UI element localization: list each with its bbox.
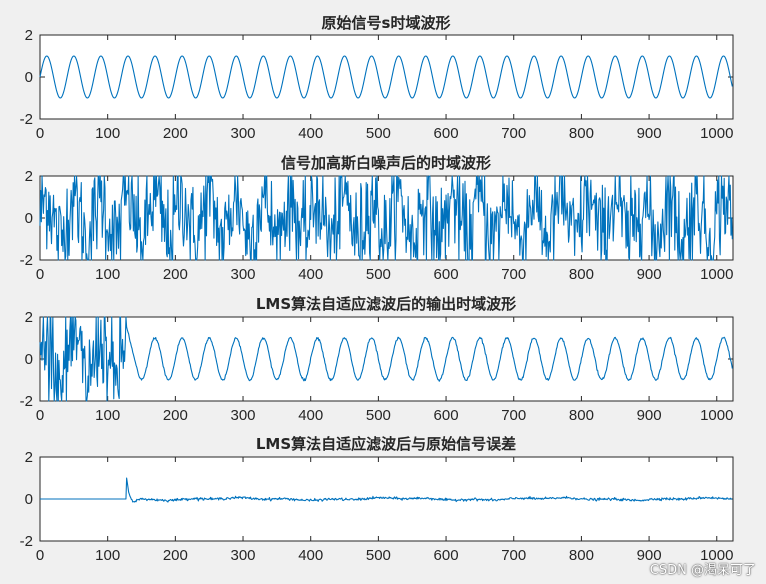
subplot-4: LMS算法自适应滤波后与原始信号误差 0 100 200 300 400 500 600 70… xyxy=(20,435,734,564)
subplot-2: 信号加高斯白噪声后的时域波形 0 100 200 300 400 500 600 700 800… xyxy=(20,154,734,283)
x-tick-label: 200 xyxy=(163,266,188,283)
y-tick-label: 0 xyxy=(25,210,33,227)
x-tick-label: 200 xyxy=(163,547,188,564)
y-tick-label: 2 xyxy=(25,309,33,326)
x-tick-label: 600 xyxy=(434,266,459,283)
x-tick-label: 0 xyxy=(36,125,44,142)
subplot-4-title: LMS算法自适应滤波后与原始信号误差 xyxy=(256,435,516,453)
x-tick-label: 600 xyxy=(434,407,459,424)
subplot-3-title: LMS算法自适应滤波后的输出时域波形 xyxy=(256,295,516,313)
y-tick-label: 2 xyxy=(25,27,33,44)
y-tick-label: -2 xyxy=(20,533,33,550)
x-tick-label: 0 xyxy=(36,547,44,564)
watermark: CSDN @渴呆可了 xyxy=(649,563,756,578)
subplot-2-signal-line xyxy=(39,175,733,261)
subplot-1: 原始信号s时域波形 0 100 200 300 400 500 600 700 800 900 10… xyxy=(20,14,734,142)
y-tick-label: 2 xyxy=(25,449,33,466)
y-tick-label: 0 xyxy=(25,491,33,508)
x-tick-label: 100 xyxy=(95,266,120,283)
x-tick-label: 1000 xyxy=(700,547,733,564)
x-tick-label: 900 xyxy=(637,266,662,283)
x-tick-label: 900 xyxy=(637,547,662,564)
x-tick-label: 400 xyxy=(298,266,323,283)
subplot-1-title: 原始信号s时域波形 xyxy=(322,14,451,32)
x-tick-label: 700 xyxy=(501,125,526,142)
x-tick-label: 300 xyxy=(231,266,256,283)
x-tick-label: 800 xyxy=(569,547,594,564)
x-tick-label: 200 xyxy=(163,407,188,424)
axes-1 xyxy=(39,34,734,120)
x-tick-label: 0 xyxy=(36,266,44,283)
y-tick-label: -2 xyxy=(20,393,33,410)
x-tick-label: 900 xyxy=(637,407,662,424)
y-tick-label: 0 xyxy=(25,351,33,368)
x-tick-label: 700 xyxy=(501,266,526,283)
x-tick-label: 600 xyxy=(434,547,459,564)
x-tick-label: 400 xyxy=(298,407,323,424)
x-tick-label: 100 xyxy=(95,407,120,424)
subplot-3: LMS算法自适应滤波后的输出时域波形 0 100 200 300 400 500 600 70… xyxy=(20,295,734,424)
x-tick-label: 100 xyxy=(95,125,120,142)
x-tick-label: 200 xyxy=(163,125,188,142)
x-tick-label: 600 xyxy=(434,125,459,142)
subplot-4-signal-line xyxy=(40,477,733,503)
y-tick-label: -2 xyxy=(20,111,33,128)
x-tick-label: 500 xyxy=(366,266,391,283)
x-tick-label: 400 xyxy=(298,547,323,564)
x-tick-label: 100 xyxy=(95,547,120,564)
y-tick-label: 0 xyxy=(25,69,33,86)
x-tick-label: 400 xyxy=(298,125,323,142)
x-tick-label: 300 xyxy=(231,407,256,424)
subplot-4-ticks: 0 100 200 300 400 500 600 700 800 900 1000-202 xyxy=(20,449,734,564)
x-tick-label: 300 xyxy=(231,125,256,142)
y-tick-label: 2 xyxy=(25,168,33,185)
x-tick-label: 1000 xyxy=(700,266,733,283)
subplot-3-signal-line xyxy=(39,316,733,402)
subplot-1-signal-line xyxy=(39,55,733,99)
x-tick-label: 800 xyxy=(569,407,594,424)
subplot-2-title: 信号加高斯白噪声后的时域波形 xyxy=(281,154,491,172)
x-tick-label: 1000 xyxy=(700,125,733,142)
x-tick-label: 700 xyxy=(501,407,526,424)
x-tick-label: 900 xyxy=(637,125,662,142)
axes-3 xyxy=(39,316,734,402)
y-tick-label: -2 xyxy=(20,252,33,269)
x-tick-label: 800 xyxy=(569,125,594,142)
x-tick-label: 500 xyxy=(366,547,391,564)
x-tick-label: 0 xyxy=(36,407,44,424)
subplot-2-ticks: 0 100 200 300 400 500 600 700 800 900 1000-202 xyxy=(20,168,734,283)
x-tick-label: 1000 xyxy=(700,407,733,424)
x-tick-label: 700 xyxy=(501,547,526,564)
x-tick-label: 800 xyxy=(569,266,594,283)
subplot-1-ticks: 0 100 200 300 400 500 600 700 800 900 1000-202 xyxy=(20,27,734,142)
x-tick-label: 500 xyxy=(366,125,391,142)
subplot-3-ticks: 0 100 200 300 400 500 600 700 800 900 1000-202 xyxy=(20,309,734,424)
x-tick-label: 500 xyxy=(366,407,391,424)
x-tick-label: 300 xyxy=(231,547,256,564)
